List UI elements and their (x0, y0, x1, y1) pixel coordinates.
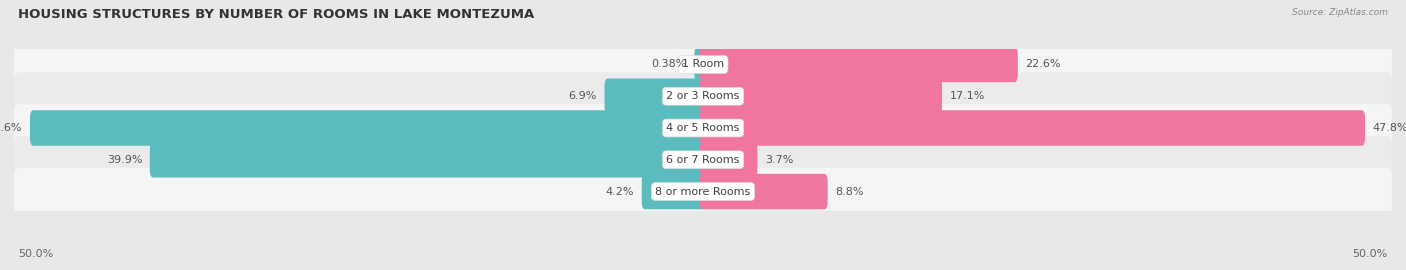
FancyBboxPatch shape (30, 110, 706, 146)
FancyBboxPatch shape (14, 136, 1392, 184)
FancyBboxPatch shape (641, 174, 706, 209)
FancyBboxPatch shape (700, 79, 942, 114)
FancyBboxPatch shape (695, 47, 706, 82)
Text: 3.7%: 3.7% (765, 155, 793, 165)
FancyBboxPatch shape (605, 79, 706, 114)
Text: 8.8%: 8.8% (835, 187, 863, 197)
Text: 8 or more Rooms: 8 or more Rooms (655, 187, 751, 197)
Text: Source: ZipAtlas.com: Source: ZipAtlas.com (1292, 8, 1388, 17)
FancyBboxPatch shape (700, 174, 828, 209)
FancyBboxPatch shape (14, 104, 1392, 152)
Text: 48.6%: 48.6% (0, 123, 22, 133)
FancyBboxPatch shape (14, 41, 1392, 88)
FancyBboxPatch shape (700, 142, 758, 177)
Text: 6.9%: 6.9% (568, 91, 598, 101)
FancyBboxPatch shape (700, 47, 1018, 82)
FancyBboxPatch shape (700, 110, 1365, 146)
Text: 50.0%: 50.0% (18, 249, 53, 259)
Text: 1 Room: 1 Room (682, 59, 724, 69)
Text: 4.2%: 4.2% (606, 187, 634, 197)
Text: 39.9%: 39.9% (107, 155, 142, 165)
FancyBboxPatch shape (150, 142, 706, 177)
Text: 6 or 7 Rooms: 6 or 7 Rooms (666, 155, 740, 165)
FancyBboxPatch shape (14, 72, 1392, 120)
Text: 4 or 5 Rooms: 4 or 5 Rooms (666, 123, 740, 133)
Text: 50.0%: 50.0% (1353, 249, 1388, 259)
Text: HOUSING STRUCTURES BY NUMBER OF ROOMS IN LAKE MONTEZUMA: HOUSING STRUCTURES BY NUMBER OF ROOMS IN… (18, 8, 534, 21)
Text: 22.6%: 22.6% (1025, 59, 1062, 69)
Text: 0.38%: 0.38% (651, 59, 686, 69)
Text: 47.8%: 47.8% (1372, 123, 1406, 133)
Text: 2 or 3 Rooms: 2 or 3 Rooms (666, 91, 740, 101)
FancyBboxPatch shape (14, 168, 1392, 215)
Text: 17.1%: 17.1% (949, 91, 986, 101)
